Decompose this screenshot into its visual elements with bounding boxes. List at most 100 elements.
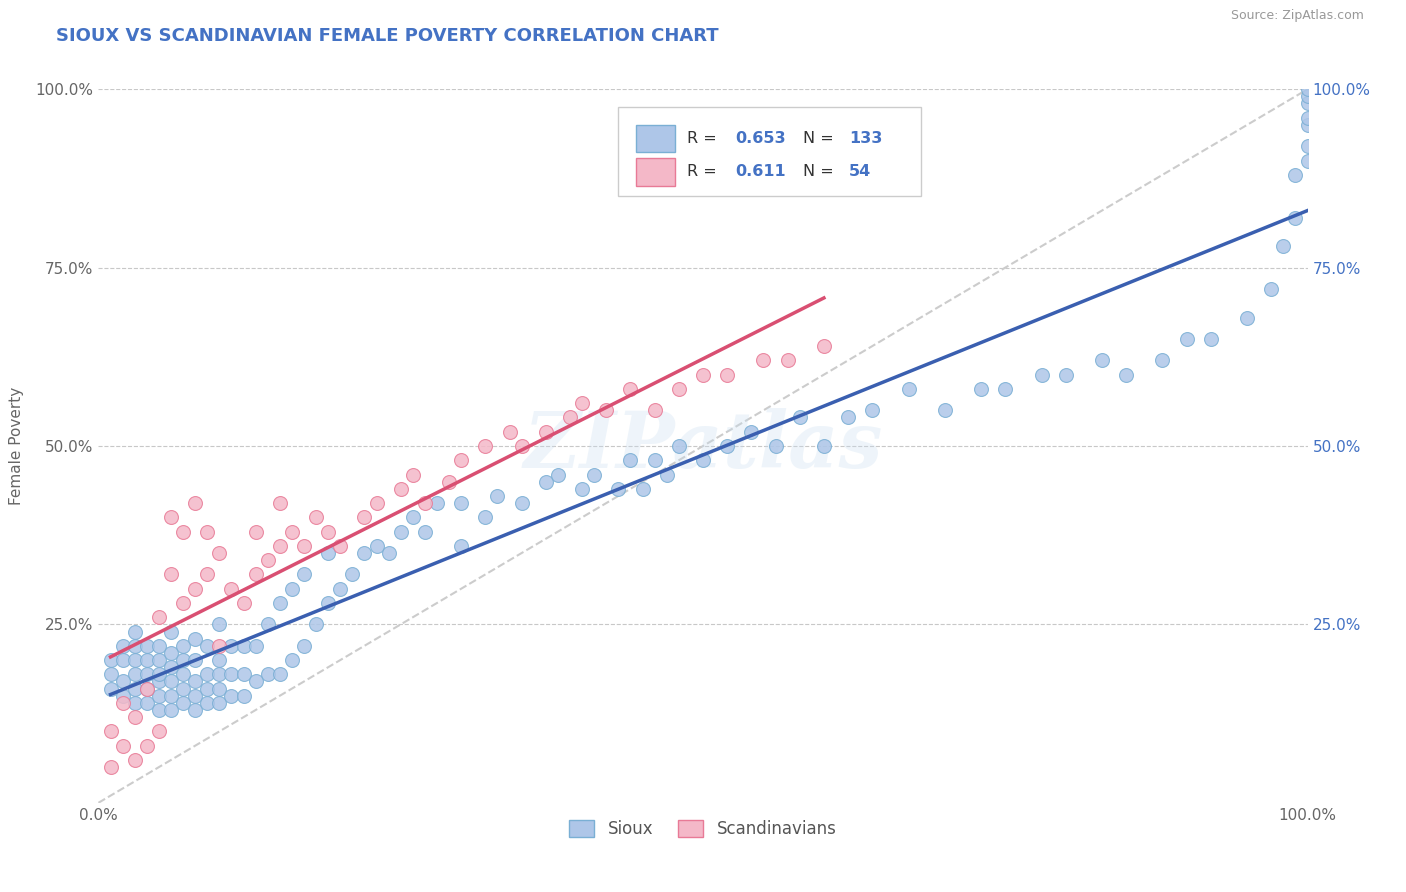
- Point: [1236, 310, 1258, 325]
- Point: [329, 582, 352, 596]
- Point: [1296, 96, 1319, 111]
- Point: [668, 382, 690, 396]
- Point: [124, 681, 146, 696]
- Point: [474, 510, 496, 524]
- Point: [135, 653, 157, 667]
- Point: [1260, 282, 1282, 296]
- Point: [221, 667, 243, 681]
- Point: [208, 639, 231, 653]
- Y-axis label: Female Poverty: Female Poverty: [10, 387, 24, 505]
- Point: [160, 567, 183, 582]
- Point: [100, 653, 122, 667]
- Point: [135, 739, 157, 753]
- Point: [292, 639, 315, 653]
- Point: [135, 667, 157, 681]
- Point: [148, 653, 170, 667]
- Text: N =: N =: [803, 131, 839, 146]
- Point: [269, 496, 291, 510]
- Point: [281, 524, 304, 539]
- Point: [245, 674, 267, 689]
- Point: [426, 496, 449, 510]
- Point: [172, 639, 194, 653]
- Point: [232, 596, 254, 610]
- Point: [498, 425, 520, 439]
- Point: [111, 674, 134, 689]
- Point: [184, 653, 207, 667]
- Point: [377, 546, 399, 560]
- Point: [160, 689, 183, 703]
- Point: [160, 674, 183, 689]
- Point: [195, 567, 218, 582]
- Point: [366, 496, 388, 510]
- Point: [571, 396, 593, 410]
- Point: [1272, 239, 1295, 253]
- Point: [655, 467, 678, 482]
- Point: [100, 724, 122, 739]
- Point: [148, 610, 170, 624]
- Legend: Sioux, Scandinavians: Sioux, Scandinavians: [562, 813, 844, 845]
- Point: [221, 582, 243, 596]
- Point: [607, 482, 630, 496]
- Point: [353, 546, 375, 560]
- Point: [232, 639, 254, 653]
- Point: [402, 467, 425, 482]
- Point: [281, 582, 304, 596]
- Point: [1054, 368, 1077, 382]
- Point: [1031, 368, 1053, 382]
- Point: [716, 439, 738, 453]
- Point: [160, 646, 183, 660]
- Point: [558, 410, 581, 425]
- Point: [135, 681, 157, 696]
- Text: N =: N =: [803, 164, 839, 179]
- Point: [148, 639, 170, 653]
- Point: [1296, 82, 1319, 96]
- Point: [329, 539, 352, 553]
- Point: [692, 368, 714, 382]
- FancyBboxPatch shape: [619, 107, 921, 196]
- Point: [716, 368, 738, 382]
- Point: [148, 674, 170, 689]
- Point: [269, 596, 291, 610]
- Point: [148, 689, 170, 703]
- Point: [292, 539, 315, 553]
- Point: [1175, 332, 1198, 346]
- Point: [256, 667, 278, 681]
- Point: [148, 667, 170, 681]
- Point: [221, 639, 243, 653]
- Point: [571, 482, 593, 496]
- Point: [245, 567, 267, 582]
- Point: [1296, 89, 1319, 103]
- Point: [111, 639, 134, 653]
- Point: [765, 439, 787, 453]
- Point: [692, 453, 714, 467]
- Point: [195, 639, 218, 653]
- Point: [1091, 353, 1114, 368]
- Point: [668, 439, 690, 453]
- Point: [534, 475, 557, 489]
- Point: [124, 753, 146, 767]
- Point: [184, 632, 207, 646]
- Point: [389, 482, 412, 496]
- Point: [245, 524, 267, 539]
- Point: [292, 567, 315, 582]
- Point: [124, 624, 146, 639]
- Point: [450, 453, 472, 467]
- Point: [184, 703, 207, 717]
- Point: [1199, 332, 1222, 346]
- Point: [195, 681, 218, 696]
- Point: [970, 382, 993, 396]
- Point: [316, 546, 339, 560]
- Point: [860, 403, 883, 417]
- Point: [256, 617, 278, 632]
- Point: [342, 567, 364, 582]
- Point: [111, 739, 134, 753]
- Point: [619, 382, 641, 396]
- Point: [184, 689, 207, 703]
- Point: [1296, 153, 1319, 168]
- Point: [934, 403, 956, 417]
- Point: [486, 489, 509, 503]
- Point: [232, 667, 254, 681]
- Point: [135, 696, 157, 710]
- Point: [184, 496, 207, 510]
- Point: [184, 674, 207, 689]
